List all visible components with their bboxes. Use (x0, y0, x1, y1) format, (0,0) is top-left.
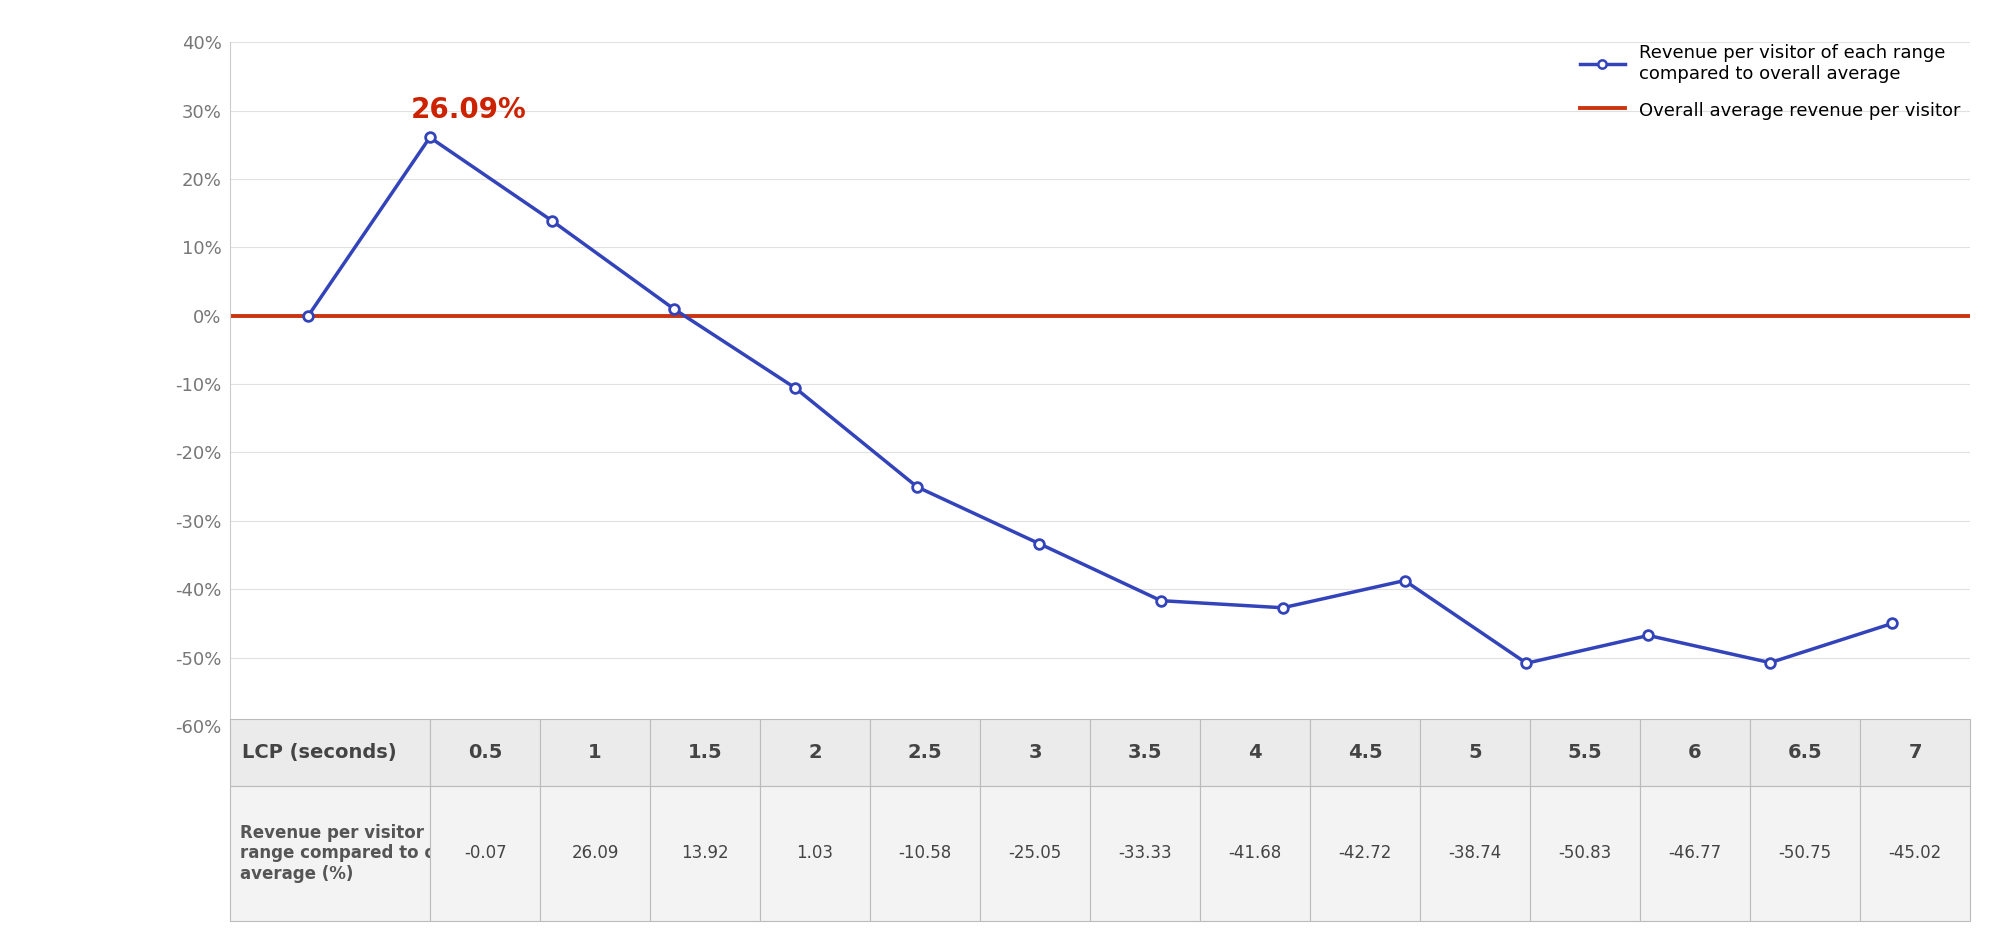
Legend: Revenue per visitor of each range
compared to overall average, Overall average r: Revenue per visitor of each range compar… (1580, 44, 1960, 119)
Text: 26.09%: 26.09% (410, 96, 526, 124)
